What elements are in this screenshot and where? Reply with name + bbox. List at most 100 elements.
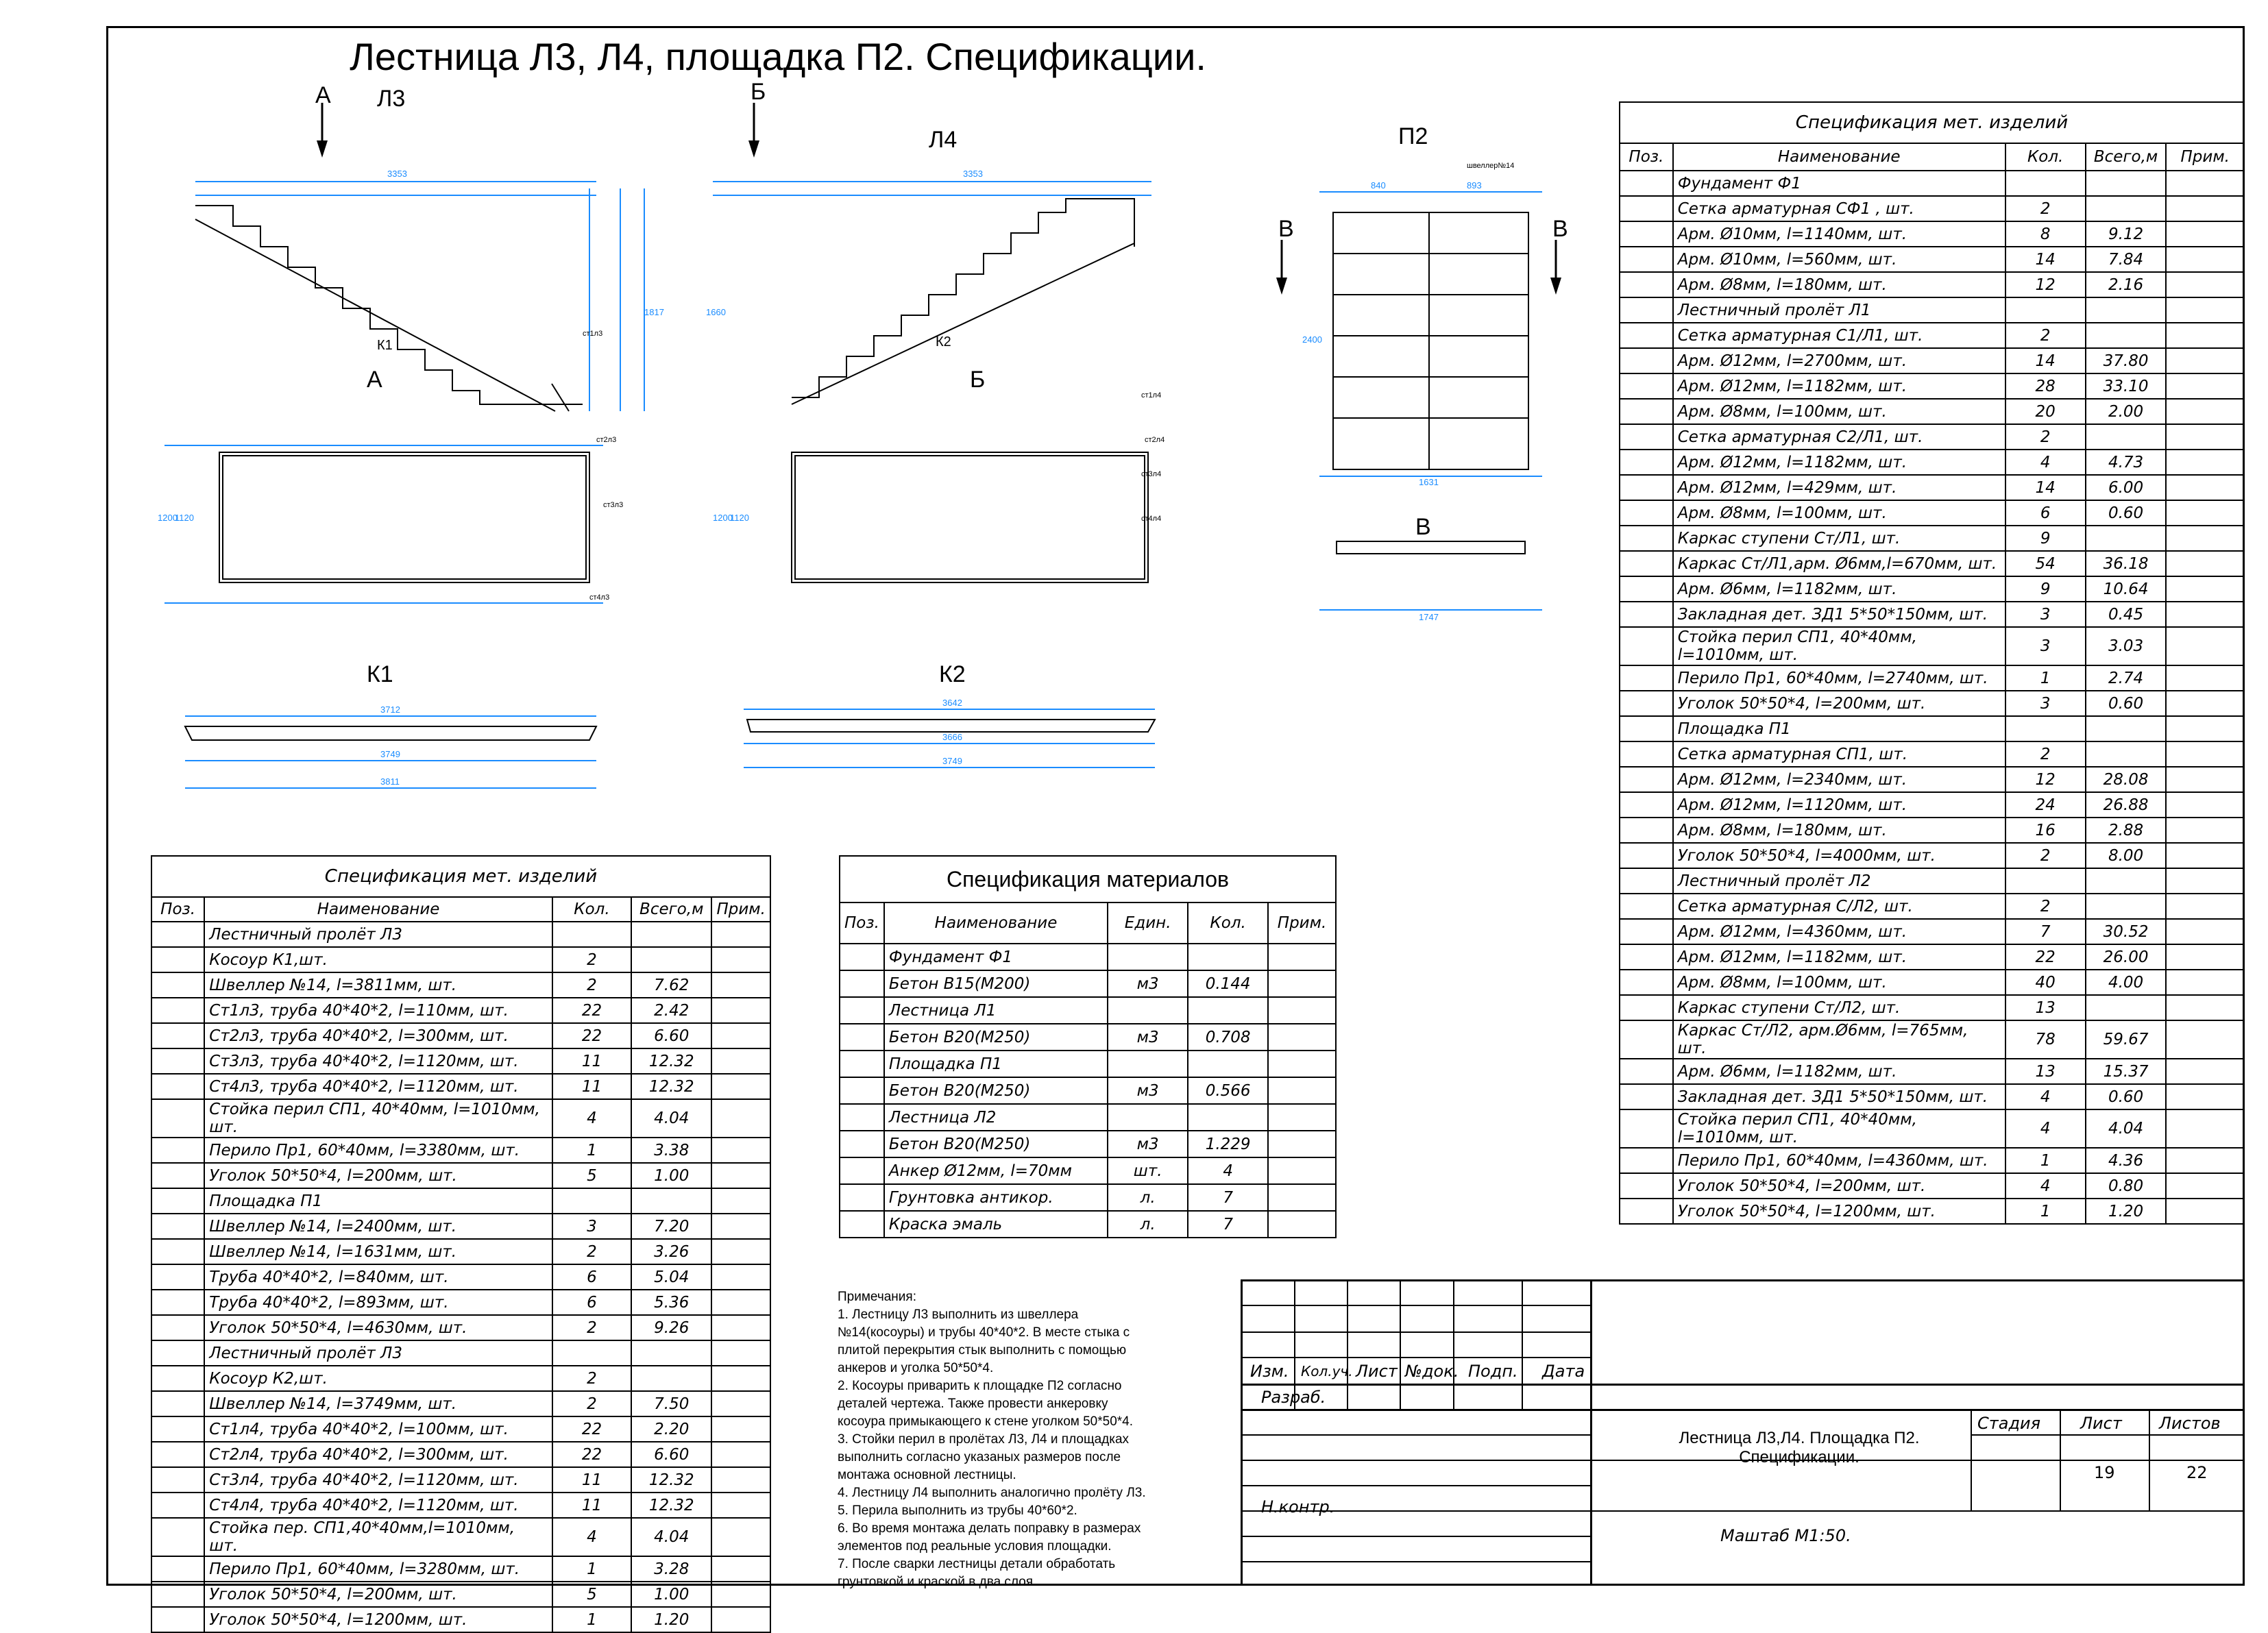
cell-name: Ст4л3, труба 40*40*2, l=1120мм, шт. (204, 1073, 553, 1100)
table-row: Площадка П1 (150, 1188, 771, 1214)
cell-qty: 4 (2004, 1109, 2086, 1149)
cell-pos (1619, 994, 1674, 1021)
table-row: Арм. Ø8мм, l=100мм, шт. 20 2.00 (1619, 398, 2245, 425)
cell-total: 30.52 (2084, 918, 2167, 945)
cell-name: Бетон В15(М200) (883, 970, 1109, 998)
column-header: Кол. (551, 896, 633, 922)
cell-qty: 2 (551, 1365, 633, 1392)
cell-qty: л. (1107, 1210, 1189, 1238)
cell-total: 12.32 (631, 1073, 713, 1100)
table-row: Стойка перил СП1, 40*40мм, l=1010мм, шт.… (150, 1098, 771, 1138)
k2-dim-a: 3642 (942, 698, 962, 708)
cell-qty: 14 (2004, 474, 2086, 501)
cell-total: 3.03 (2084, 626, 2167, 666)
cell-name: Лестничный пролёт Л2 (1672, 868, 2006, 894)
cell-name: Уголок 50*50*4, l=200мм, шт. (204, 1581, 553, 1608)
cell-note (2165, 766, 2245, 793)
cell-name: Стойка перил СП1, 40*40мм, l=1010мм, шт. (1672, 1109, 2006, 1149)
cell-pos (1619, 601, 1674, 628)
table-row: Сетка арматурная СП1, шт. 2 (1619, 741, 2245, 768)
cell-total (631, 1188, 713, 1214)
table-row: Лестничный пролёт Л2 (1619, 868, 2245, 894)
cell-note (711, 1314, 771, 1341)
cell-note (2165, 842, 2245, 869)
cell-name: Арм. Ø12мм, l=2340мм, шт. (1672, 766, 2006, 793)
cell-pos (150, 1238, 206, 1265)
column-header: Наименование (204, 896, 553, 922)
cell-qty (2004, 297, 2086, 323)
cell-total: 6.60 (631, 1441, 713, 1468)
cell-note (711, 997, 771, 1024)
column-header: Кол. (1187, 902, 1269, 944)
table-row: Фундамент Ф1 (1619, 170, 2245, 197)
column-header: Прим. (711, 896, 771, 922)
cell-pos (150, 972, 206, 998)
cell-total (1187, 943, 1269, 971)
table-row: Ст1л4, труба 40*40*2, l=100мм, шт. 22 2.20 (150, 1416, 771, 1442)
cell-total: 4.04 (2084, 1109, 2167, 1149)
cell-qty: 2 (551, 1390, 633, 1417)
cell-total: 59.67 (2084, 1020, 2167, 1059)
cell-pos (1619, 741, 1674, 768)
cell-pos (1619, 690, 1674, 717)
spec-materials-caption: Спецификация материалов (839, 855, 1337, 903)
cell-note (711, 1365, 771, 1392)
table-row: Ст2л4, труба 40*40*2, l=300мм, шт. 22 6.60 (150, 1441, 771, 1468)
stamp-list-label: Лист (2080, 1414, 2122, 1433)
cell-name: Арм. Ø8мм, l=180мм, шт. (1672, 817, 2006, 844)
kosour-k2-dims (744, 709, 1155, 768)
l4-stair-side-view (791, 198, 1135, 405)
cell-qty: 2 (2004, 423, 2086, 450)
spec-metal-right: Спецификация мет. изделий Поз. Наименован… (1619, 101, 2245, 1225)
l4-steel-tag-3: ст3л4 (1141, 470, 1161, 478)
cell-note (2165, 1020, 2245, 1059)
cell-total: 3.28 (631, 1556, 713, 1582)
cell-name: Площадка П1 (204, 1188, 553, 1214)
cell-name: Ст1л4, труба 40*40*2, l=100мм, шт. (204, 1416, 553, 1442)
cell-qty (551, 1340, 633, 1366)
cell-pos (1619, 449, 1674, 476)
cell-name: Каркас ступени Ст/Л2, шт. (1672, 994, 2006, 1021)
cell-note (711, 1264, 771, 1290)
cell-pos (1619, 791, 1674, 818)
cell-total: 5.04 (631, 1264, 713, 1290)
cell-total: 0.60 (2084, 500, 2167, 526)
cell-name: Арм. Ø12мм, l=1182мм, шт. (1672, 373, 2006, 400)
cell-qty: 22 (551, 1441, 633, 1468)
cell-note (2165, 791, 2245, 818)
cell-total: 7.20 (631, 1213, 713, 1240)
l3-steel-tag-1: ст1л3 (583, 330, 602, 338)
kosour-k1-dims (185, 715, 596, 789)
p2-section-right: В (1552, 216, 1568, 242)
cell-qty (1107, 943, 1189, 971)
cell-qty: 3 (2004, 626, 2086, 666)
cell-total: 28.08 (2084, 766, 2167, 793)
cell-note (711, 1340, 771, 1366)
cell-total (631, 1340, 713, 1366)
cell-pos (1619, 398, 1674, 425)
table-row: Бетон В20(М250) м3 0.566 (839, 1077, 1337, 1105)
cell-total (2084, 994, 2167, 1021)
cell-name: Косоур К1,шт. (204, 946, 553, 973)
stamp-scale: Маштаб М1:50. (1720, 1526, 1851, 1545)
cell-qty: 3 (2004, 690, 2086, 717)
cell-name: Сетка арматурная С1/Л1, шт. (1672, 322, 2006, 349)
cell-total: 1.00 (631, 1581, 713, 1608)
table-row: Арм. Ø10мм, l=1140мм, шт. 8 9.12 (1619, 221, 2245, 247)
k2-dim-b: 3666 (942, 732, 962, 742)
cell-pos (839, 996, 885, 1024)
cell-qty: 11 (551, 1073, 633, 1100)
table-row: Арм. Ø12мм, l=1182мм, шт. 22 26.00 (1619, 944, 2245, 970)
cell-note (711, 1441, 771, 1468)
cell-pos (1619, 525, 1674, 552)
cell-pos (1619, 1083, 1674, 1110)
cell-name: Швеллер №14, l=1631мм, шт. (204, 1238, 553, 1265)
cell-total: 7.84 (2084, 246, 2167, 273)
l4-label: Л4 (929, 127, 957, 153)
cell-name: Арм. Ø8мм, l=100мм, шт. (1672, 398, 2006, 425)
cell-qty: 2 (2004, 741, 2086, 768)
column-header: Прим. (1267, 902, 1337, 944)
cell-qty (1107, 1103, 1189, 1131)
cell-name: Бетон В20(М250) (883, 1077, 1109, 1105)
l4-dimension-grid (713, 181, 1151, 196)
